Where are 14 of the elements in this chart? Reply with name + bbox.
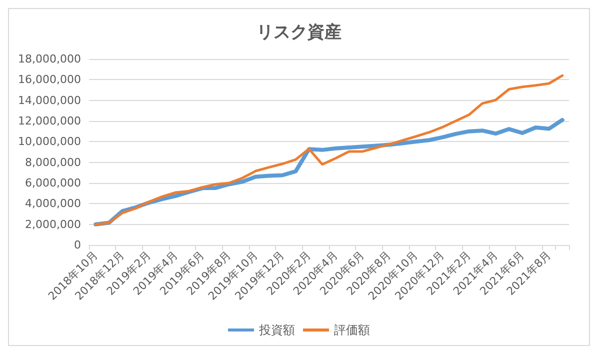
y-tick-label: 2,000,000 xyxy=(25,218,81,231)
y-tick-label: 16,000,000 xyxy=(18,73,81,86)
y-tick-label: 0 xyxy=(74,238,81,252)
y-tick-label: 10,000,000 xyxy=(18,135,81,148)
y-tick-label: 4,000,000 xyxy=(25,197,81,210)
y-tick-label: 14,000,000 xyxy=(18,94,81,107)
line-series xyxy=(94,74,564,226)
y-tick-label: 12,000,000 xyxy=(18,114,81,128)
legend-label: 評価額 xyxy=(334,323,370,337)
legend-label: 投資額 xyxy=(258,323,295,337)
y-tick-label: 6,000,000 xyxy=(25,176,81,190)
chart-title: リスク資産 xyxy=(256,22,342,42)
y-tick-label: 8,000,000 xyxy=(25,156,81,169)
y-tick-label: 18,000,000 xyxy=(18,52,81,66)
